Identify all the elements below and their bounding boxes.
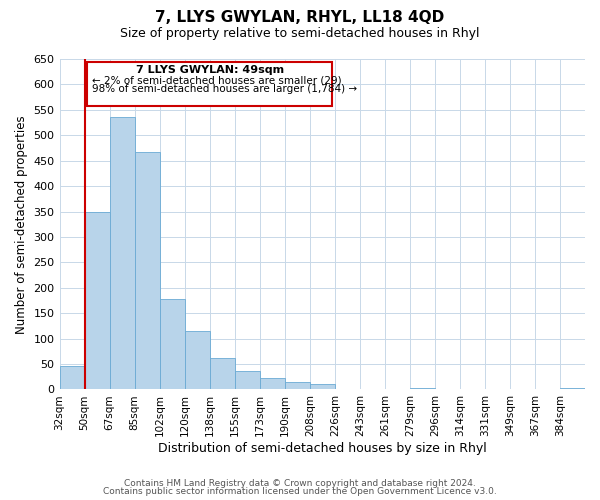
X-axis label: Distribution of semi-detached houses by size in Rhyl: Distribution of semi-detached houses by …	[158, 442, 487, 455]
Bar	[560, 388, 585, 390]
Bar	[510, 389, 535, 390]
Text: 98% of semi-detached houses are larger (1,784) →: 98% of semi-detached houses are larger (…	[92, 84, 357, 94]
Bar	[209, 358, 235, 390]
Text: 7 LLYS GWYLAN: 49sqm: 7 LLYS GWYLAN: 49sqm	[136, 65, 284, 75]
Bar	[59, 366, 85, 390]
Bar	[410, 388, 435, 390]
Bar	[335, 389, 360, 390]
Y-axis label: Number of semi-detached properties: Number of semi-detached properties	[15, 115, 28, 334]
Bar	[285, 382, 310, 390]
Bar	[160, 299, 185, 390]
Text: Contains public sector information licensed under the Open Government Licence v3: Contains public sector information licen…	[103, 487, 497, 496]
Bar	[85, 212, 110, 390]
FancyBboxPatch shape	[87, 62, 332, 106]
Text: 7, LLYS GWYLAN, RHYL, LL18 4QD: 7, LLYS GWYLAN, RHYL, LL18 4QD	[155, 10, 445, 25]
Text: ← 2% of semi-detached houses are smaller (29): ← 2% of semi-detached houses are smaller…	[92, 76, 341, 86]
Bar	[310, 384, 335, 390]
Bar	[235, 371, 260, 390]
Bar	[260, 378, 285, 390]
Bar	[110, 118, 134, 390]
Bar	[134, 152, 160, 390]
Bar	[185, 331, 209, 390]
Text: Contains HM Land Registry data © Crown copyright and database right 2024.: Contains HM Land Registry data © Crown c…	[124, 478, 476, 488]
Text: Size of property relative to semi-detached houses in Rhyl: Size of property relative to semi-detach…	[120, 28, 480, 40]
